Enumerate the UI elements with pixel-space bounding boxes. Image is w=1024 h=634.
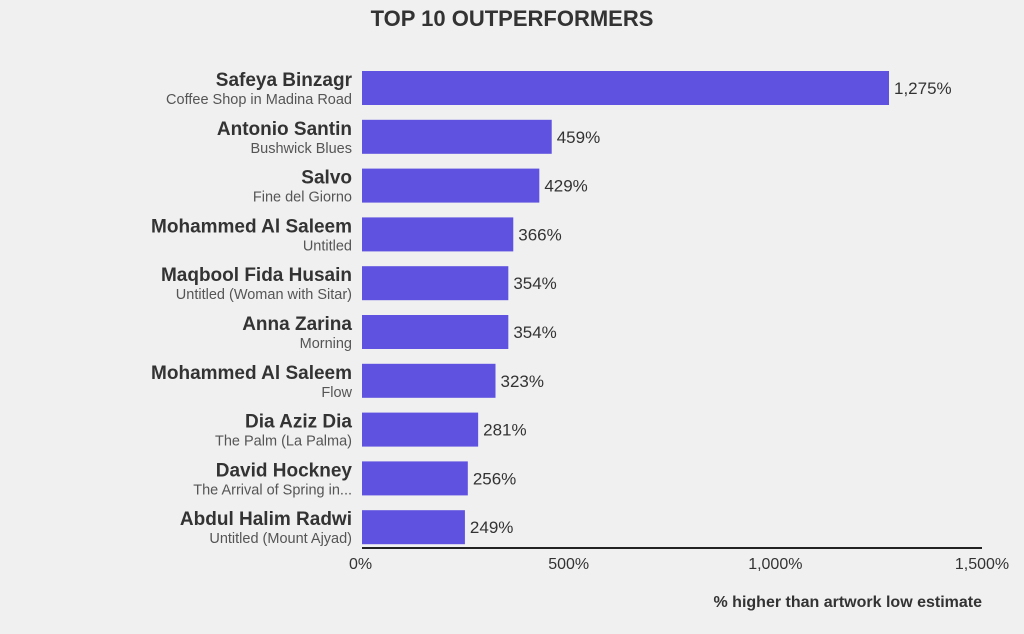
value-label: 354%: [513, 274, 556, 293]
artwork-label: Untitled (Woman with Sitar): [176, 287, 352, 303]
bar: [362, 266, 509, 301]
bar: [362, 461, 468, 496]
artist-label: Safeya Binzagr: [216, 70, 353, 91]
bar: [362, 363, 496, 398]
bar: [362, 168, 540, 203]
artist-label: Mohammed Al Saleem: [151, 216, 352, 237]
artwork-label: The Palm (La Palma): [215, 434, 352, 450]
artist-label: Mohammed Al Saleem: [151, 363, 352, 384]
x-tick-label: 0%: [349, 556, 372, 573]
chart-title: TOP 10 OUTPERFORMERS: [371, 6, 654, 31]
artwork-label: Morning: [300, 336, 352, 352]
artwork-label: Flow: [321, 385, 352, 401]
artwork-label: Coffee Shop in Madina Road: [166, 92, 352, 108]
artwork-label: Untitled (Mount Ajyad): [209, 531, 352, 547]
value-label: 459%: [557, 128, 600, 147]
artist-label: Abdul Halim Radwi: [180, 509, 352, 530]
value-label: 256%: [473, 469, 516, 488]
bar: [362, 510, 465, 545]
artwork-label: Untitled: [303, 238, 352, 254]
artwork-label: The Arrival of Spring in...: [193, 482, 352, 498]
x-tick-label: 1,000%: [748, 556, 802, 573]
artist-label: Salvo: [301, 168, 352, 189]
bar: [362, 217, 514, 252]
artist-label: Maqbool Fida Husain: [161, 265, 352, 286]
artist-label: Dia Aziz Dia: [245, 412, 352, 433]
artwork-label: Fine del Giorno: [253, 190, 352, 206]
x-tick-label: 500%: [548, 556, 589, 573]
x-axis-label: % higher than artwork low estimate: [714, 594, 983, 611]
artist-label: David Hockney: [216, 460, 353, 481]
bar: [362, 119, 552, 154]
value-label: 429%: [544, 177, 587, 196]
value-label: 366%: [518, 225, 561, 244]
value-label: 281%: [483, 421, 526, 440]
bar: [362, 315, 509, 349]
value-label: 249%: [470, 518, 513, 537]
value-label: 354%: [513, 323, 556, 342]
value-label: 323%: [501, 372, 544, 391]
bar: [362, 71, 889, 105]
value-label: 1,275%: [894, 79, 952, 98]
artist-label: Antonio Santin: [217, 119, 352, 140]
artist-label: Anna Zarina: [242, 314, 352, 335]
bar: [362, 412, 479, 447]
x-axis-ticks: 0% 500% 1,000% 1,500%: [349, 556, 1009, 573]
x-tick-label: 1,500%: [955, 556, 1009, 573]
artwork-label: Bushwick Blues: [250, 141, 352, 157]
